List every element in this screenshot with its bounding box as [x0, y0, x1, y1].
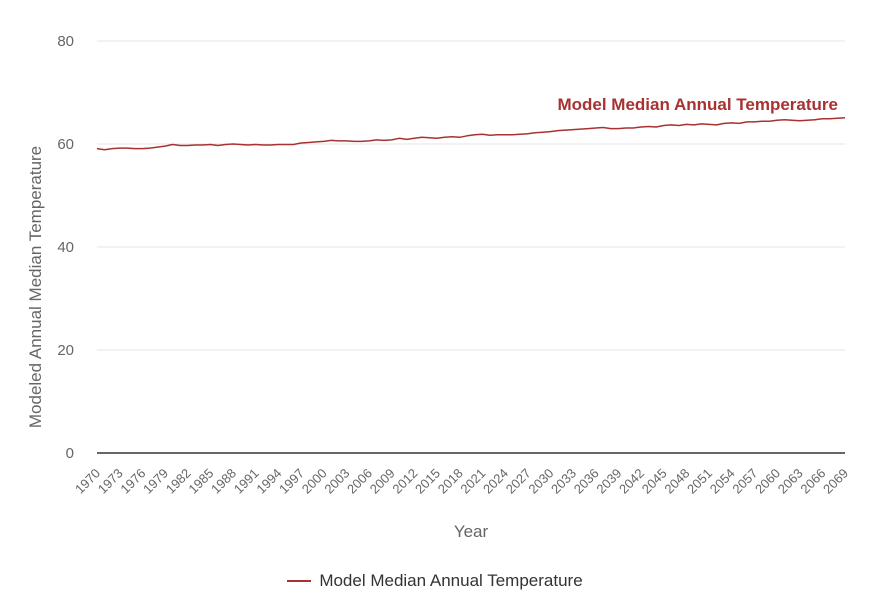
y-tick-label: 20	[57, 342, 74, 359]
x-axis-ticks: 1970197319761979198219851988199119941997…	[72, 466, 851, 497]
y-axis-title: Modeled Annual Median Temperature	[26, 146, 45, 428]
y-tick-label: 40	[57, 239, 74, 256]
legend-line-swatch	[287, 580, 312, 582]
series-label: Model Median Annual Temperature	[557, 95, 838, 114]
y-tick-label: 60	[57, 136, 74, 153]
grid-lines	[97, 40, 845, 351]
y-tick-label: 80	[57, 33, 74, 50]
series-line	[96, 116, 846, 151]
legend-item[interactable]: Model Median Annual Temperature	[287, 571, 583, 591]
y-tick-label: 0	[66, 445, 74, 462]
legend: Model Median Annual Temperature	[0, 571, 870, 591]
legend-label: Model Median Annual Temperature	[319, 571, 583, 590]
series-layer	[96, 116, 846, 151]
x-axis-title: Year	[454, 522, 489, 541]
y-axis-ticks: 0 20 40 60 80	[57, 33, 74, 462]
x-tick-label: 2069	[820, 466, 851, 497]
